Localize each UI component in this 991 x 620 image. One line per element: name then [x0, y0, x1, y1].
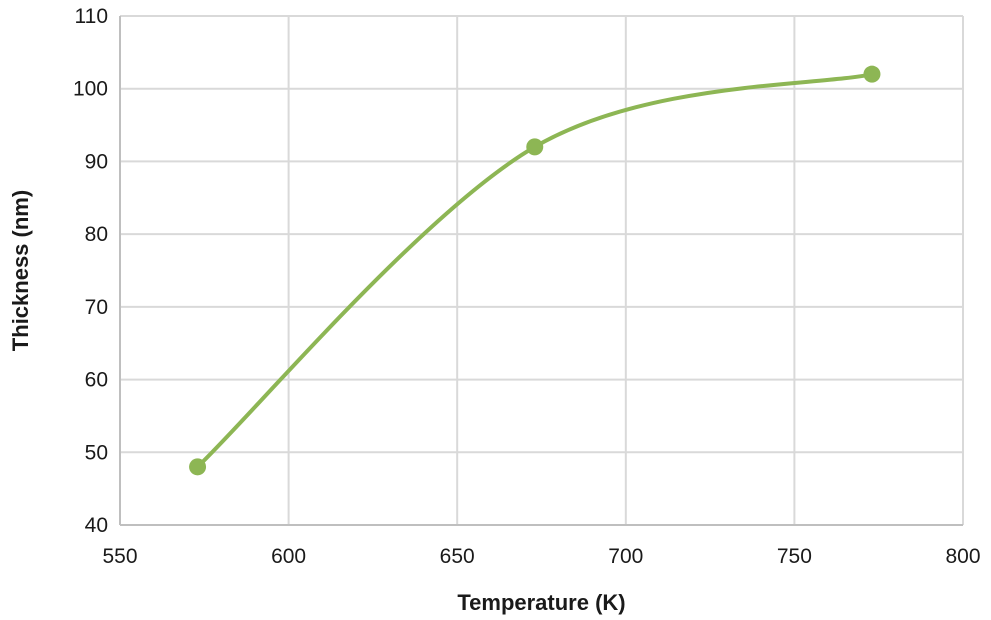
series-line: [195, 72, 874, 469]
y-tick-label: 110: [75, 5, 108, 28]
y-axis-title: Thickness (nm): [8, 190, 33, 351]
data-point: [863, 65, 881, 83]
x-tick-label: 600: [271, 545, 306, 568]
x-tick-label: 800: [945, 545, 980, 568]
y-tick-label: 100: [73, 78, 108, 101]
axes: [119, 16, 963, 526]
series-layer: [189, 65, 881, 476]
y-tick-labels: 40 50 60 70 80 90 100 110: [73, 5, 108, 537]
y-tick-label: 70: [85, 296, 108, 319]
x-tick-label: 750: [777, 545, 812, 568]
x-tick-label: 700: [608, 545, 643, 568]
x-tick-label: 550: [102, 545, 137, 568]
x-tick-label: 650: [440, 545, 475, 568]
data-point: [526, 138, 544, 156]
data-point: [189, 458, 207, 476]
y-tick-label: 60: [85, 369, 108, 392]
x-axis-title: Temperature (K): [457, 590, 625, 615]
grid: [120, 15, 964, 525]
x-tick-labels: 550 600 650 700 750 800: [102, 545, 980, 568]
y-tick-label: 90: [85, 150, 108, 173]
y-tick-label: 80: [85, 223, 108, 246]
y-tick-label: 40: [85, 514, 108, 537]
y-tick-label: 50: [85, 441, 108, 464]
